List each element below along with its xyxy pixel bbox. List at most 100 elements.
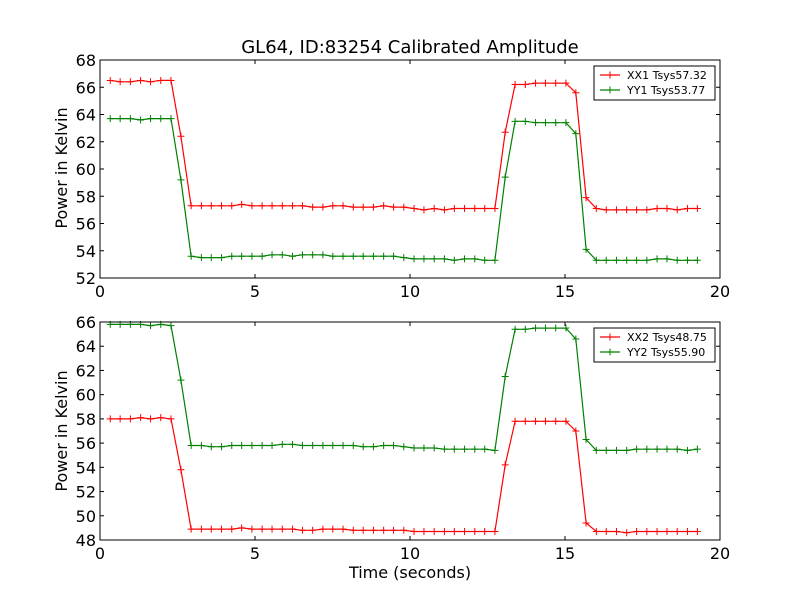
bottom-series-1-point: [653, 528, 661, 536]
top-series-2-point: [238, 252, 246, 260]
bottom-series-2-point: [329, 442, 337, 450]
top-series-1-point: [248, 202, 256, 210]
bottom-series-2-point: [167, 322, 175, 330]
bottom-series-1-point: [572, 427, 580, 435]
top-series-2-point: [420, 255, 428, 263]
top-y-tick-label: 60: [76, 160, 96, 179]
bottom-legend-label-2: YY2 Tsys55.90: [626, 346, 705, 359]
bottom-y-tick-label: 48: [76, 531, 96, 550]
bottom-series-1-point: [491, 528, 499, 536]
top-series-2-point: [187, 252, 195, 260]
top-series-1-point: [339, 202, 347, 210]
bottom-series-1-point: [673, 528, 681, 536]
bottom-legend: XX2 Tsys48.75 YY2 Tsys55.90: [593, 327, 716, 363]
top-series-2-point: [562, 119, 570, 127]
bottom-series-1-point: [207, 525, 215, 533]
bottom-series-2-point: [278, 440, 286, 448]
top-y-tick-label: 64: [76, 106, 96, 125]
top-series-2-point: [157, 115, 165, 123]
bottom-series-2-point: [572, 335, 580, 343]
bottom-series-1-point: [410, 528, 418, 536]
top-series-2-point: [197, 254, 205, 262]
top-series-2-point: [278, 251, 286, 259]
bottom-series-1-point: [602, 528, 610, 536]
bottom-y-tick-label: 62: [76, 361, 96, 380]
top-series-1-point: [126, 78, 134, 86]
top-series-1-point: [258, 202, 266, 210]
top-x-tick-label: 10: [400, 282, 420, 301]
bottom-series-1-point: [663, 528, 671, 536]
bottom-series-2-point: [248, 442, 256, 450]
top-series-2-point: [177, 176, 185, 184]
bottom-series-2-point: [602, 446, 610, 454]
bottom-series-1-point: [400, 526, 408, 534]
top-series-1-point: [106, 76, 114, 84]
bottom-series-1-point: [106, 415, 114, 423]
bottom-x-tick-label: 5: [250, 544, 260, 563]
bottom-legend-label-1: XX2 Tsys48.75: [627, 331, 707, 344]
bottom-series-1-point: [248, 525, 256, 533]
top-y-tick-label: 52: [76, 269, 96, 288]
top-series-2-point: [693, 256, 701, 264]
bottom-series-1-point: [532, 417, 540, 425]
bottom-series-1-point: [643, 528, 651, 536]
bottom-series-1-point: [369, 526, 377, 534]
top-series-1-point: [298, 202, 306, 210]
top-series-1-point: [177, 132, 185, 140]
bottom-y-axis-label: Power in Kelvin: [52, 370, 71, 491]
top-series-2-point: [218, 254, 226, 262]
top-series-1-point: [167, 76, 175, 84]
top-series-2-point: [532, 119, 540, 127]
top-y-tick-label: 56: [76, 215, 96, 234]
bottom-series-1-point: [289, 525, 297, 533]
bottom-series-2-point: [430, 444, 438, 452]
top-y-axis-label: Power in Kelvin: [52, 107, 71, 228]
top-series-2-point: [582, 245, 590, 253]
bottom-series-1-point: [430, 528, 438, 536]
x-axis-label: Time (seconds): [348, 563, 471, 582]
top-series-1-point: [420, 206, 428, 214]
bottom-series-1-point: [481, 528, 489, 536]
top-series-2-point: [369, 252, 377, 260]
bottom-series-1-point: [329, 525, 337, 533]
bottom-series-1-point: [380, 526, 388, 534]
bottom-series-1-point: [612, 528, 620, 536]
top-series-2-point: [258, 252, 266, 260]
bottom-series-1-point: [298, 526, 306, 534]
top-y-tick-label: 54: [76, 242, 96, 261]
top-series-2-point: [471, 255, 479, 263]
top-series-1-point: [369, 203, 377, 211]
top-series-2-point: [167, 115, 175, 123]
bottom-y-tick-label: 64: [76, 337, 96, 356]
bottom-series-1-point: [359, 526, 367, 534]
top-series-1-point: [207, 202, 215, 210]
top-series-1-point: [380, 202, 388, 210]
top-series-1-point: [349, 203, 357, 211]
top-series-1-point: [147, 78, 155, 86]
top-x-tick-label: 15: [555, 282, 575, 301]
top-series-2-point: [521, 117, 529, 125]
bottom-series-1-point: [562, 417, 570, 425]
bottom-y-tick-label: 66: [76, 313, 96, 332]
top-series-1-point: [491, 205, 499, 213]
bottom-series-2-point: [228, 442, 236, 450]
top-series-2-point: [430, 255, 438, 263]
bottom-series-2-point: [582, 435, 590, 443]
top-y-tick-label: 68: [76, 51, 96, 70]
bottom-series-1-point: [177, 466, 185, 474]
top-series-1-point: [572, 89, 580, 97]
bottom-series-2-point: [653, 445, 661, 453]
bottom-series-1-point: [238, 524, 246, 532]
top-legend-marker-1: [606, 71, 614, 79]
bottom-series-1-point: [278, 525, 286, 533]
top-series-1-point: [612, 206, 620, 214]
top-series-2-point: [390, 252, 398, 260]
top-series-1-point: [278, 202, 286, 210]
bottom-y-tick-label: 56: [76, 434, 96, 453]
bottom-series-1-point: [258, 525, 266, 533]
bottom-series-1-point: [339, 525, 347, 533]
top-series-2-point: [126, 115, 134, 123]
bottom-series-1-point: [420, 528, 428, 536]
bottom-series-1-point: [228, 525, 236, 533]
top-series-1-point: [693, 205, 701, 213]
